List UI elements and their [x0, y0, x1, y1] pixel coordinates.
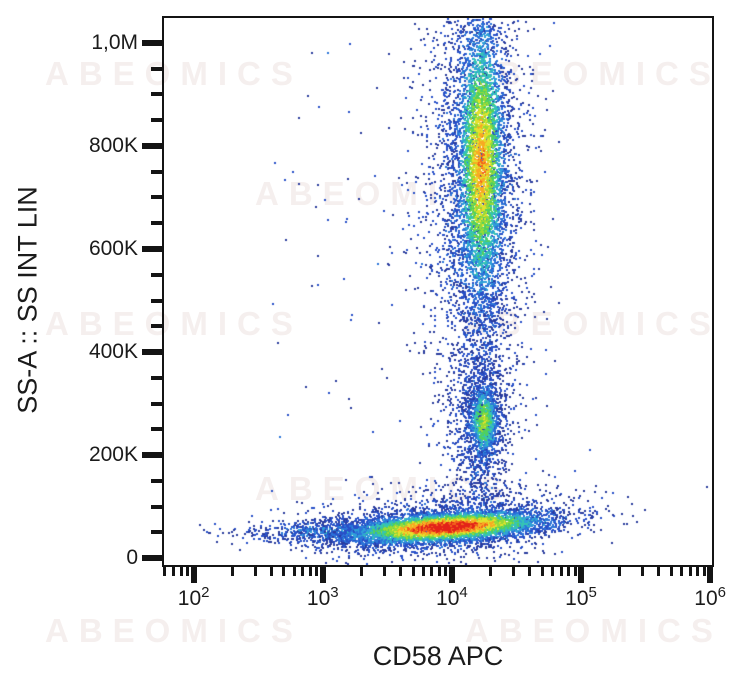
x-axis-tick-exponent: 2	[201, 584, 210, 601]
x-axis-minor-tick	[430, 567, 434, 576]
y-axis-minor-tick	[151, 478, 162, 483]
y-axis-minor-tick	[151, 298, 162, 303]
x-axis-minor-tick	[540, 567, 544, 576]
y-axis-title: SS-A :: SS INT LIN	[12, 186, 43, 414]
x-axis-minor-tick	[688, 567, 692, 576]
x-axis-major-tick	[190, 567, 197, 583]
x-axis-minor-tick	[301, 567, 305, 576]
x-axis-minor-tick	[186, 567, 190, 576]
y-axis-tick-label: 800K	[88, 133, 138, 157]
y-axis-major-tick	[142, 349, 162, 356]
x-axis-minor-tick	[360, 567, 364, 576]
y-axis-minor-tick	[151, 221, 162, 226]
x-axis-tick-label: 103	[307, 584, 339, 611]
x-axis-minor-tick	[292, 567, 296, 576]
x-axis-minor-tick	[269, 567, 273, 576]
plot-area	[162, 16, 714, 567]
x-axis-minor-tick	[566, 567, 570, 576]
x-axis-minor-tick	[489, 567, 493, 576]
x-axis-minor-tick	[657, 567, 661, 576]
x-axis-minor-tick	[511, 567, 515, 576]
x-axis-minor-tick	[315, 567, 319, 576]
scatter-canvas	[164, 18, 712, 565]
x-axis-minor-tick	[444, 567, 448, 576]
y-axis-tick-label: 400K	[88, 340, 138, 364]
x-axis-title: CD58 APC	[372, 641, 504, 671]
y-axis-minor-tick	[151, 530, 162, 535]
y-axis-minor-tick	[151, 324, 162, 329]
y-axis-major-tick	[142, 142, 162, 149]
y-axis-minor-tick	[151, 195, 162, 200]
watermark-text: ABEOMICS	[465, 612, 723, 649]
x-axis-minor-tick	[172, 567, 176, 576]
y-axis-minor-tick	[151, 169, 162, 174]
x-axis-major-tick	[707, 567, 714, 583]
x-axis-minor-tick	[702, 567, 706, 576]
x-axis-minor-tick	[669, 567, 673, 576]
y-axis-minor-tick	[151, 401, 162, 406]
y-axis-tick-label: 600K	[88, 236, 138, 260]
x-axis-tick-label: 105	[565, 584, 597, 611]
x-axis-minor-tick	[528, 567, 532, 576]
x-axis-minor-tick	[282, 567, 286, 576]
x-axis-minor-tick	[163, 567, 167, 576]
x-axis-major-tick	[319, 567, 326, 583]
y-axis-minor-tick	[151, 375, 162, 380]
x-axis-minor-tick	[398, 567, 402, 576]
x-axis-tick-label: 102	[178, 584, 210, 611]
y-axis-minor-tick	[151, 504, 162, 509]
y-axis-major-tick	[142, 555, 162, 562]
watermark-text: ABEOMICS	[45, 612, 303, 649]
y-axis-major-tick	[142, 452, 162, 459]
x-axis-tick-exponent: 4	[459, 584, 468, 601]
x-axis-minor-tick	[696, 567, 700, 576]
x-axis-minor-tick	[179, 567, 183, 576]
x-axis-minor-tick	[573, 567, 577, 576]
y-axis-minor-tick	[151, 66, 162, 71]
y-axis-minor-tick	[151, 92, 162, 97]
y-axis-tick-label: 1,0M	[91, 30, 138, 54]
y-axis-major-tick	[142, 245, 162, 252]
x-axis-major-tick	[578, 567, 584, 583]
x-axis-minor-tick	[437, 567, 441, 576]
y-axis-tick-label: 0	[126, 546, 138, 570]
y-axis-tick-label: 200K	[88, 443, 138, 467]
x-axis-tick-label: 106	[694, 584, 726, 611]
y-axis-minor-tick	[151, 427, 162, 432]
x-axis-minor-tick	[618, 567, 622, 576]
x-axis-minor-tick	[550, 567, 554, 576]
x-axis-tick-base: 10	[436, 587, 460, 610]
x-axis-minor-tick	[421, 567, 425, 576]
x-axis-tick-label: 104	[436, 584, 468, 611]
y-axis-minor-tick	[151, 272, 162, 277]
x-axis-major-tick	[448, 567, 455, 583]
x-axis-tick-base: 10	[177, 587, 202, 610]
x-axis-minor-tick	[641, 567, 645, 576]
x-axis-minor-tick	[382, 567, 386, 576]
y-axis-major-tick	[142, 39, 162, 46]
x-axis-minor-tick	[411, 567, 415, 576]
x-axis-minor-tick	[308, 567, 312, 576]
x-axis-minor-tick	[253, 567, 257, 576]
x-axis-tick-exponent: 6	[717, 584, 726, 601]
x-axis-minor-tick	[679, 567, 683, 576]
x-axis-tick-exponent: 3	[330, 584, 339, 601]
x-axis-tick-exponent: 5	[588, 584, 597, 601]
x-axis-tick-base: 10	[694, 587, 718, 610]
y-axis-minor-tick	[151, 118, 162, 123]
x-axis-tick-base: 10	[565, 587, 589, 610]
x-axis-tick-base: 10	[306, 587, 331, 610]
x-axis-minor-tick	[559, 567, 563, 576]
x-axis-minor-tick	[231, 567, 234, 576]
